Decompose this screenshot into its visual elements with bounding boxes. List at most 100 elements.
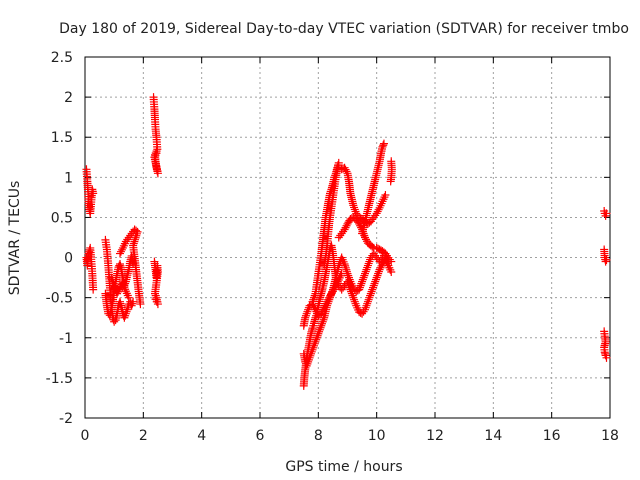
data-point bbox=[365, 257, 374, 266]
data-point bbox=[352, 209, 361, 218]
x-tick-label: 12 bbox=[426, 428, 444, 444]
data-point bbox=[374, 269, 383, 278]
data-point bbox=[373, 271, 382, 280]
data-point bbox=[364, 259, 373, 268]
data-point bbox=[363, 261, 372, 270]
data-point bbox=[124, 233, 133, 242]
data-point bbox=[130, 237, 139, 246]
data-point bbox=[152, 149, 161, 158]
data-point bbox=[359, 273, 368, 282]
data-point bbox=[303, 359, 312, 368]
data-point bbox=[369, 213, 378, 222]
data-point bbox=[367, 287, 376, 296]
data-point bbox=[361, 269, 369, 278]
data-point bbox=[304, 355, 313, 364]
y-tick-label: 2 bbox=[64, 90, 73, 106]
grid-lines bbox=[85, 57, 610, 418]
data-point bbox=[116, 247, 125, 256]
chart-title: Day 180 of 2019, Sidereal Day-to-day VTE… bbox=[59, 21, 629, 37]
data-point bbox=[89, 285, 98, 294]
data-point bbox=[374, 267, 383, 276]
data-point bbox=[322, 299, 331, 308]
data-point bbox=[350, 205, 359, 214]
data-point bbox=[381, 249, 390, 258]
data-point bbox=[320, 303, 329, 312]
data-point bbox=[110, 281, 119, 290]
data-point bbox=[301, 311, 310, 320]
data-point bbox=[334, 233, 343, 242]
data-point bbox=[361, 303, 370, 312]
data-point bbox=[321, 301, 330, 310]
data-point bbox=[350, 295, 359, 304]
data-point bbox=[119, 281, 128, 290]
data-point bbox=[109, 279, 118, 288]
data-point bbox=[337, 285, 346, 294]
data-point bbox=[107, 273, 116, 282]
data-point bbox=[316, 323, 325, 332]
data-point bbox=[344, 271, 353, 280]
data-point bbox=[121, 309, 130, 318]
data-point bbox=[131, 233, 140, 242]
x-tick-label: 10 bbox=[368, 428, 386, 444]
data-point bbox=[374, 205, 383, 214]
data-point bbox=[330, 283, 339, 292]
data-point bbox=[311, 305, 320, 314]
data-point bbox=[355, 283, 364, 292]
data-point bbox=[342, 167, 351, 176]
data-point bbox=[372, 273, 381, 282]
data-point bbox=[349, 201, 358, 210]
data-point bbox=[340, 163, 349, 172]
data-point bbox=[310, 339, 319, 348]
data-point bbox=[318, 317, 327, 326]
data-point bbox=[151, 151, 160, 160]
data-point bbox=[301, 313, 310, 322]
data-point bbox=[349, 293, 358, 302]
data-point bbox=[337, 229, 346, 238]
data-point bbox=[366, 255, 375, 264]
x-tick-label: 16 bbox=[543, 428, 561, 444]
data-point bbox=[368, 285, 377, 294]
data-point bbox=[315, 325, 324, 334]
y-tick-label: 0.5 bbox=[51, 210, 73, 226]
data-point bbox=[302, 361, 311, 370]
data-point bbox=[357, 279, 366, 288]
data-point bbox=[364, 295, 373, 304]
data-point bbox=[312, 335, 321, 344]
data-point bbox=[114, 287, 123, 296]
data-point bbox=[309, 343, 318, 352]
x-tick-label: 4 bbox=[197, 428, 206, 444]
x-tick-label: 0 bbox=[81, 428, 90, 444]
data-point bbox=[331, 281, 340, 290]
data-point bbox=[358, 309, 367, 318]
data-point bbox=[136, 300, 145, 309]
data-point bbox=[329, 285, 338, 294]
data-point bbox=[320, 261, 329, 270]
data-point bbox=[341, 165, 350, 174]
data-point bbox=[601, 257, 610, 266]
axis-ticks: 0 2 4 6 8 10 12 14 16 18 -2 -1.5 -1 -0.5 0 0.5 1 1.5 2 2.5 bbox=[46, 50, 619, 444]
data-point bbox=[360, 271, 369, 280]
data-point bbox=[368, 242, 377, 251]
data-point bbox=[150, 153, 159, 162]
data-point bbox=[602, 353, 611, 362]
data-point bbox=[373, 207, 382, 216]
y-tick-label: -0.5 bbox=[46, 291, 73, 307]
data-point bbox=[370, 279, 379, 288]
plot-frame bbox=[84, 56, 611, 419]
data-point bbox=[366, 289, 375, 298]
data-point bbox=[309, 295, 318, 304]
data-point bbox=[110, 317, 119, 326]
data-point bbox=[132, 231, 141, 240]
x-tick-label: 6 bbox=[256, 428, 265, 444]
data-point bbox=[341, 223, 350, 232]
data-point bbox=[133, 227, 142, 236]
data-point bbox=[123, 235, 132, 244]
data-point bbox=[342, 221, 351, 230]
y-tick-label: -1 bbox=[59, 331, 73, 347]
data-point bbox=[324, 295, 333, 304]
data-point bbox=[327, 288, 336, 297]
data-point bbox=[363, 297, 372, 306]
data-point bbox=[363, 263, 372, 272]
data-point bbox=[361, 233, 369, 242]
